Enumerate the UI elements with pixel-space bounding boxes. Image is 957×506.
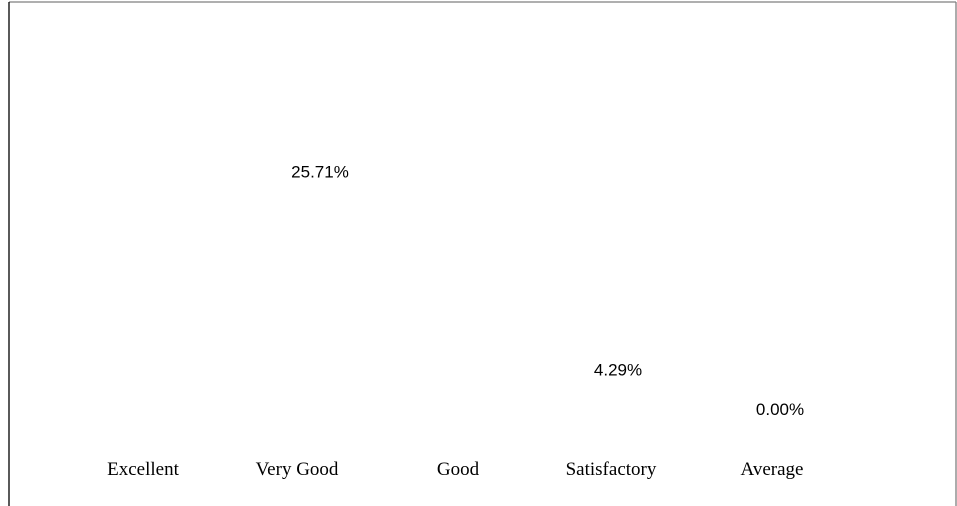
x-tick-label-excellent: Excellent (107, 459, 179, 480)
x-tick-label-average: Average (741, 459, 804, 480)
data-label-satisfactory: 4.29% (594, 360, 642, 379)
x-tick-label-satisfactory: Satisfactory (566, 459, 657, 480)
x-axis-labels-group: Excellent Very Good Good Satisfactory Av… (107, 459, 803, 480)
data-label-average: 0.00% (756, 400, 804, 419)
data-labels-group: 25.71% 4.29% 0.00% (291, 163, 804, 419)
x-tick-label-very-good: Very Good (256, 459, 339, 480)
data-label-very-good: 25.71% (291, 163, 349, 182)
x-tick-label-good: Good (437, 459, 480, 480)
